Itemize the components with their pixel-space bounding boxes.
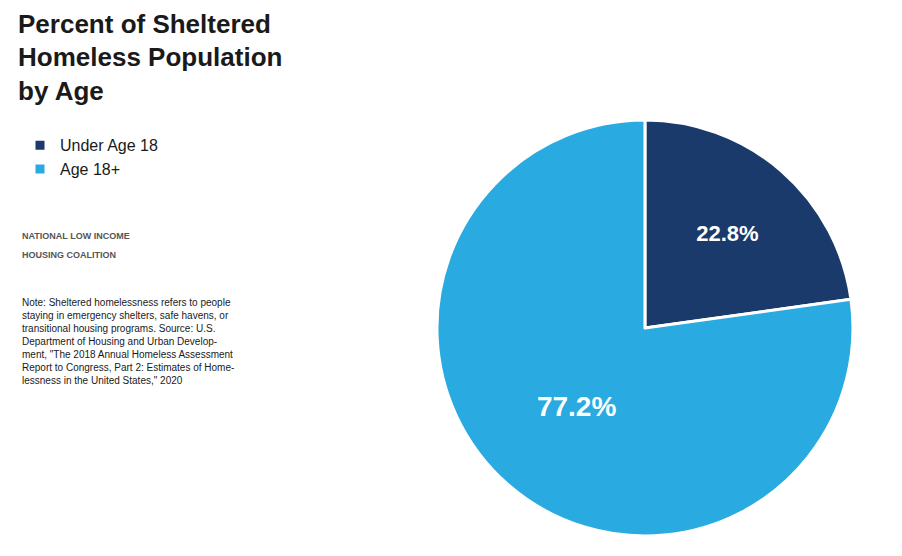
svg-text:22.8%: 22.8% bbox=[696, 221, 758, 246]
svg-text:Percent of ShelteredHomeless P: Percent of ShelteredHomeless Populationb… bbox=[18, 9, 282, 107]
svg-text:Under Age 18: Under Age 18 bbox=[60, 137, 158, 154]
svg-text:77.2%: 77.2% bbox=[537, 391, 616, 422]
svg-text:Note: Sheltered homelessness r: Note: Sheltered homelessness refers to p… bbox=[22, 297, 234, 386]
svg-text:HOUSING COALITION: HOUSING COALITION bbox=[22, 250, 116, 260]
svg-text:NATIONAL LOW INCOME: NATIONAL LOW INCOME bbox=[22, 231, 130, 241]
svg-text:Age 18+: Age 18+ bbox=[60, 161, 120, 178]
